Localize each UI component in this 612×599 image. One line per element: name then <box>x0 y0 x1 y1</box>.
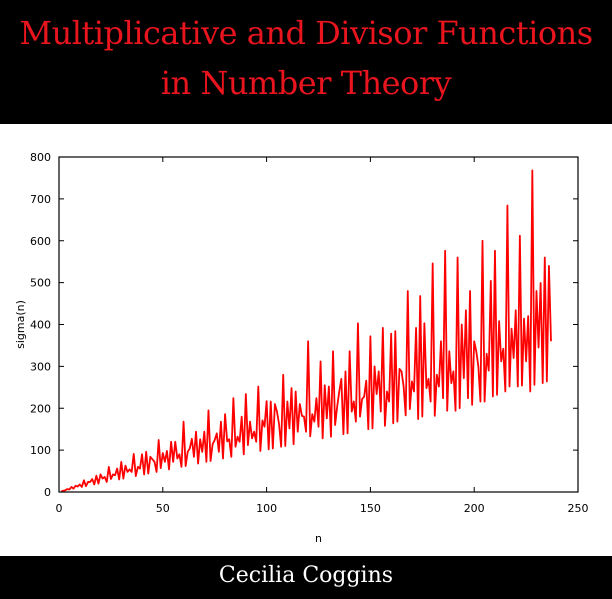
y-tick-label: 400 <box>30 319 51 332</box>
author-name: Cecilia Coggins <box>218 563 394 588</box>
plot-area <box>60 169 552 493</box>
x-tick-label: 50 <box>156 502 170 515</box>
y-tick-label: 800 <box>30 151 51 164</box>
cover-title-line-2: in Number Theory <box>160 64 452 102</box>
x-tick-label: 100 <box>256 502 277 515</box>
x-tick-label: 150 <box>360 502 381 515</box>
author-band <box>0 556 612 599</box>
y-tick-label: 100 <box>30 444 51 457</box>
x-tick-label: 0 <box>56 502 63 515</box>
x-axis-label: n <box>315 532 322 545</box>
y-tick-label: 200 <box>30 402 51 415</box>
y-axis: 0 100 200 300 400 500 600 700 800 <box>30 151 578 499</box>
y-tick-label: 700 <box>30 193 51 206</box>
sigma-line-chart: 0 50 100 150 200 250 0 100 200 300 400 500 600 700 80… <box>14 151 589 545</box>
y-tick-label: 300 <box>30 360 51 373</box>
x-tick-label: 200 <box>464 502 485 515</box>
y-tick-label: 500 <box>30 277 51 290</box>
y-tick-label: 0 <box>44 486 51 499</box>
series-line-0 <box>60 169 552 493</box>
y-tick-label: 600 <box>30 235 51 248</box>
x-tick-label: 250 <box>568 502 589 515</box>
x-axis: 0 50 100 150 200 250 <box>56 157 589 515</box>
title-band <box>0 0 612 124</box>
y-axis-label: sigma(n) <box>14 300 27 349</box>
cover-title-line-1: Multiplicative and Divisor Functions <box>19 14 593 52</box>
